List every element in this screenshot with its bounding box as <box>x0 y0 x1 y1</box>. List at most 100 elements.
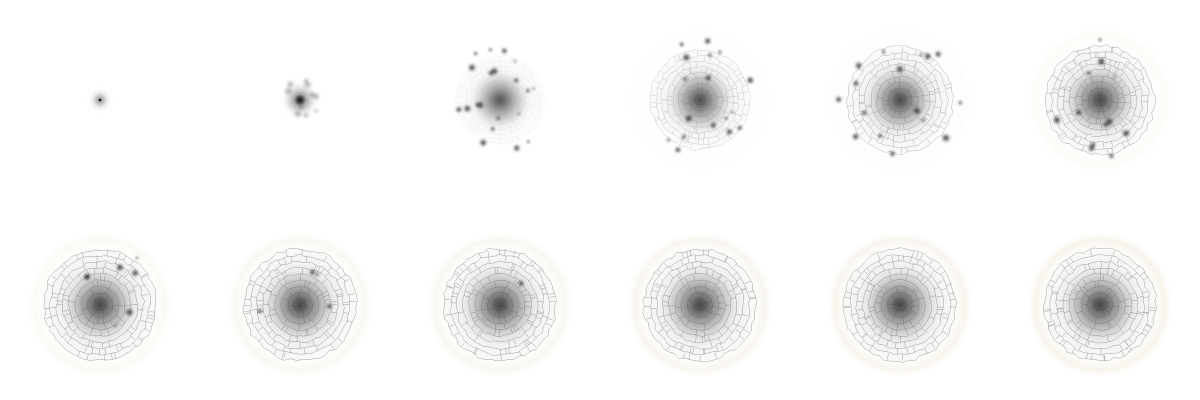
clump <box>455 106 463 114</box>
clump <box>488 47 493 52</box>
clump <box>513 59 517 63</box>
frame-1 <box>91 91 109 109</box>
central-core <box>1066 66 1134 134</box>
clump <box>113 323 118 328</box>
seed-point <box>98 98 102 102</box>
clump <box>934 50 942 58</box>
clump <box>919 52 924 57</box>
frame-8 <box>227 232 373 378</box>
clump <box>311 92 321 101</box>
clump <box>115 263 125 272</box>
clump <box>682 76 688 82</box>
central-core <box>65 270 135 340</box>
clump <box>852 80 860 87</box>
clump <box>703 37 712 45</box>
clump <box>681 134 687 140</box>
clump <box>463 104 472 113</box>
central-core <box>668 68 732 132</box>
central-core <box>1064 269 1136 341</box>
clump <box>679 41 685 48</box>
frame-7 <box>27 232 173 378</box>
clump <box>303 77 309 84</box>
clump <box>888 150 896 158</box>
clump <box>684 114 694 123</box>
frames-layer <box>27 27 1173 378</box>
frame-4 <box>627 27 773 173</box>
central-core <box>265 270 335 340</box>
clump <box>531 86 536 91</box>
clump <box>861 109 868 117</box>
clump <box>724 116 729 121</box>
central-core <box>664 269 736 341</box>
clump <box>737 125 743 131</box>
clump <box>315 272 320 277</box>
clump <box>881 49 886 54</box>
frame-2 <box>283 77 321 119</box>
central-core <box>867 67 933 133</box>
clump <box>877 132 883 139</box>
clump <box>124 307 134 317</box>
frame-6 <box>1027 27 1173 173</box>
clump <box>674 146 682 154</box>
clump <box>718 51 722 55</box>
clump <box>1087 145 1095 153</box>
clump <box>479 138 488 147</box>
clump <box>666 137 671 143</box>
clump <box>283 86 293 96</box>
clump <box>941 133 951 143</box>
clump <box>513 77 520 84</box>
frame-3 <box>454 47 546 152</box>
clump <box>895 64 905 74</box>
frame-12 <box>1027 232 1173 378</box>
clump <box>1108 152 1115 160</box>
frame-9 <box>427 232 573 378</box>
clump <box>1096 57 1106 67</box>
clump <box>517 280 525 287</box>
clump <box>1052 115 1062 125</box>
clump <box>725 128 734 136</box>
clump <box>704 74 712 82</box>
frame-11 <box>827 232 973 378</box>
clump <box>1102 121 1110 129</box>
clump <box>82 272 91 281</box>
clump <box>467 63 477 72</box>
central-core <box>464 269 536 341</box>
clump <box>495 115 501 121</box>
clump <box>709 121 717 130</box>
clump <box>130 269 140 278</box>
clump <box>854 61 863 70</box>
clump <box>835 95 843 103</box>
clump <box>525 88 531 94</box>
central-core <box>864 269 936 341</box>
clump <box>490 126 496 132</box>
clump <box>308 268 317 276</box>
clump <box>513 144 521 152</box>
clump <box>302 112 310 119</box>
clump <box>707 52 713 58</box>
central-core <box>471 71 529 129</box>
clump <box>526 139 531 144</box>
clump <box>1075 108 1083 117</box>
clump <box>730 110 735 114</box>
clump <box>313 108 319 114</box>
clump <box>746 76 755 85</box>
clump <box>851 132 860 141</box>
clump <box>135 256 139 260</box>
clump <box>923 52 932 61</box>
clump <box>326 303 333 310</box>
clump <box>1097 37 1102 42</box>
frame-5 <box>827 27 973 173</box>
clump <box>297 104 304 111</box>
seed-cluster <box>294 94 306 106</box>
clump <box>1121 128 1131 138</box>
clump <box>517 112 521 116</box>
clump <box>912 106 922 116</box>
clump <box>473 51 478 56</box>
clump <box>921 118 926 123</box>
clump <box>256 307 263 314</box>
clump <box>1112 75 1117 79</box>
clump <box>681 53 691 62</box>
clump <box>490 66 499 76</box>
clump <box>501 47 508 55</box>
